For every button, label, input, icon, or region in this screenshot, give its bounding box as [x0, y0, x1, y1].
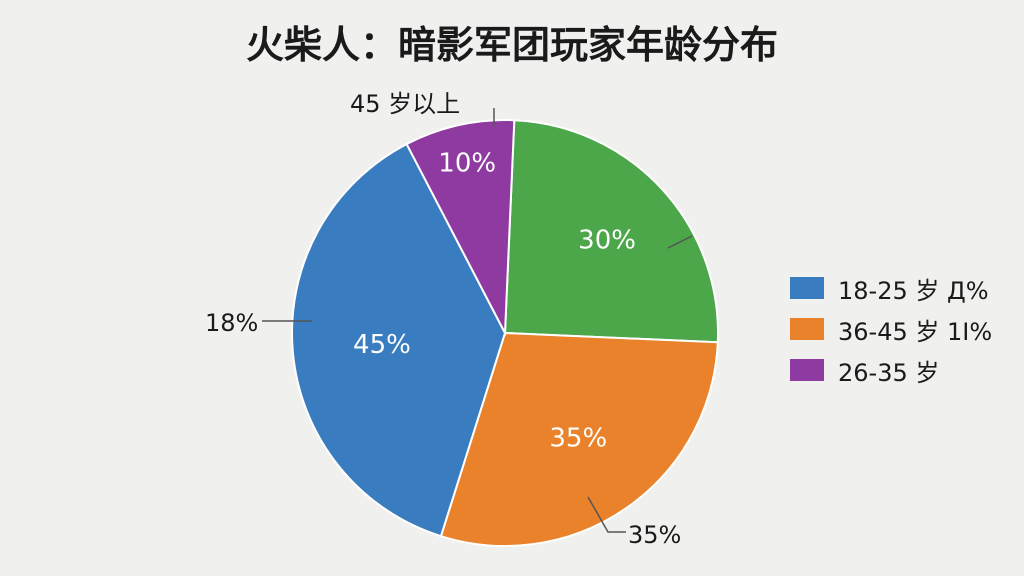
callout-label-18: 18%: [205, 309, 258, 337]
legend-item: 18-25 岁 Д%: [790, 268, 992, 308]
pie-slice: [439, 331, 719, 547]
legend-swatch: [790, 359, 824, 381]
pie-slice: [291, 142, 507, 538]
legend-label: 18-25 岁 Д%: [838, 276, 989, 305]
legend-swatch: [790, 277, 824, 299]
legend-item: 26-35 岁: [790, 350, 992, 390]
callout-leader-30: [667, 235, 693, 249]
callout-label-35: 35%: [628, 521, 681, 549]
chart-title: 火柴人：暗影军团玩家年龄分布: [245, 23, 778, 67]
slice-label: 45%: [353, 330, 411, 360]
slice-label: 30%: [578, 225, 636, 255]
slice-label: 35%: [549, 424, 607, 454]
callout-label-45plus: 45 岁以上: [350, 90, 460, 118]
legend-label: 36-45 岁 1Ӏ%: [838, 317, 993, 346]
slice-label: 10%: [438, 148, 496, 178]
legend: 18-25 岁 Д% 36-45 岁 1Ӏ% 26-35 岁: [790, 268, 992, 391]
pie-slice: [503, 119, 719, 344]
pie-slice: [405, 119, 516, 337]
callout-leader-35: [587, 496, 626, 533]
legend-swatch: [790, 318, 824, 340]
legend-label: 26-35 岁: [838, 358, 940, 387]
legend-item: 36-45 岁 1Ӏ%: [790, 309, 992, 349]
